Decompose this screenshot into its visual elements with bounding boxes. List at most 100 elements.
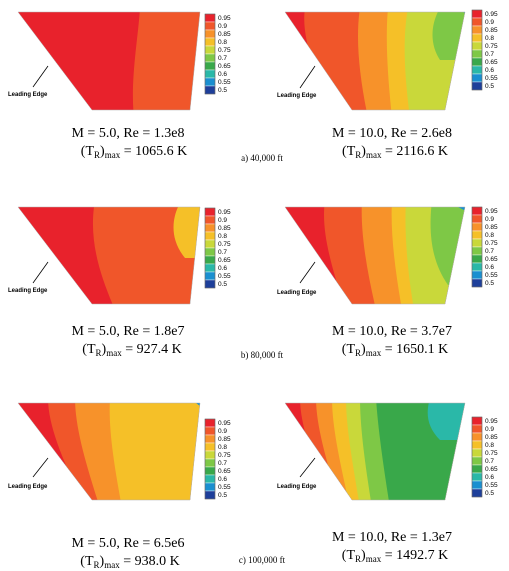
colorbar-swatch [204, 442, 216, 452]
colorbar-swatch [471, 206, 483, 216]
leading-edge-label: Leading Edge [8, 92, 48, 98]
colorbar-swatch [204, 85, 216, 95]
colorbar-swatch [471, 472, 483, 482]
colorbar-legend: 0.950.90.850.80.750.70.650.60.550.5 [471, 416, 498, 498]
leading-edge-label: Leading Edge [277, 290, 317, 296]
colorbar-swatch [471, 57, 483, 67]
colorbar-swatch [204, 490, 216, 500]
colorbar-tick-label: 0.9 [485, 426, 494, 433]
colorbar-frame [204, 418, 216, 500]
colorbar-swatch [471, 214, 483, 224]
colorbar-swatch [204, 21, 216, 31]
colorbar-tick-label: 0.55 [218, 484, 231, 491]
colorbar-tick-label: 0.95 [218, 420, 231, 427]
colorbar-swatch [204, 45, 216, 55]
colorbar-tick-label: 0.5 [485, 490, 494, 497]
colorbar-legend: 0.950.90.850.80.750.70.650.60.550.5 [204, 13, 231, 95]
colorbar-tick-label: 0.85 [218, 436, 231, 443]
colorbar-tick-label: 0.95 [485, 11, 498, 18]
colorbar-swatch [471, 238, 483, 248]
colorbar-frame [471, 206, 483, 288]
colorbar-swatch [471, 424, 483, 434]
colorbar-swatch [204, 279, 216, 289]
colorbar-frame [471, 9, 483, 91]
colorbar-tick-label: 0.6 [485, 67, 494, 74]
colorbar-swatch [204, 474, 216, 484]
panel-caption-m5-40k: M = 5.0, Re = 1.3e8 [71, 126, 184, 141]
panel-tmax-m10-80k: (TR)max = 1650.1 K [342, 342, 448, 358]
contour-plot-m5-100k [17, 402, 201, 501]
colorbar-tick-label: 0.7 [218, 460, 227, 467]
colorbar-tick-label: 0.75 [485, 43, 498, 50]
colorbar-swatch [204, 53, 216, 63]
colorbar-swatch [471, 73, 483, 83]
colorbar-swatch [204, 207, 216, 217]
colorbar-frame [204, 207, 216, 289]
colorbar-tick-label: 0.9 [218, 428, 227, 435]
colorbar-swatch [204, 450, 216, 460]
colorbar-tick-label: 0.55 [485, 482, 498, 489]
colorbar-swatch [204, 255, 216, 265]
contour-plot-m10-40k [284, 11, 466, 111]
colorbar-swatch [471, 456, 483, 466]
colorbar-tick-label: 0.55 [218, 79, 231, 86]
colorbar-tick-label: 0.85 [485, 224, 498, 231]
colorbar-swatch [471, 464, 483, 474]
colorbar-legend: 0.950.90.850.80.750.70.650.60.550.5 [204, 418, 231, 500]
colorbar-swatch [471, 230, 483, 240]
colorbar-swatch [204, 418, 216, 428]
colorbar-legend: 0.950.90.850.80.750.70.650.60.550.5 [471, 9, 498, 91]
colorbar-swatch [471, 222, 483, 232]
colorbar-tick-label: 0.85 [218, 225, 231, 232]
row-caption-a: a) 40,000 ft [241, 153, 283, 163]
colorbar-tick-label: 0.8 [485, 35, 494, 42]
colorbar-group: 0.950.90.850.80.750.70.650.60.550.50.950… [204, 9, 498, 500]
colorbar-swatch [204, 231, 216, 241]
colorbar-swatch [471, 262, 483, 272]
colorbar-tick-label: 0.75 [485, 240, 498, 247]
colorbar-swatch [204, 29, 216, 39]
colorbar-swatch [471, 17, 483, 27]
colorbar-swatch [471, 448, 483, 458]
panel-caption-m10-40k: M = 10.0, Re = 2.6e8 [332, 126, 452, 141]
panel-caption-m5-80k: M = 5.0, Re = 1.8e7 [71, 324, 184, 339]
colorbar-tick-label: 0.6 [218, 476, 227, 483]
colorbar-tick-label: 0.8 [218, 39, 227, 46]
colorbar-swatch [204, 215, 216, 225]
panel-caption-m5-100k: M = 5.0, Re = 6.5e6 [71, 536, 184, 551]
colorbar-tick-label: 0.6 [218, 265, 227, 272]
colorbar-swatch [204, 247, 216, 257]
colorbar-tick-label: 0.85 [218, 31, 231, 38]
colorbar-legend: 0.950.90.850.80.750.70.650.60.550.5 [471, 206, 498, 288]
colorbar-tick-label: 0.7 [485, 248, 494, 255]
colorbar-tick-label: 0.8 [218, 444, 227, 451]
colorbar-swatch [471, 25, 483, 35]
colorbar-tick-label: 0.85 [485, 434, 498, 441]
colorbar-tick-label: 0.6 [485, 474, 494, 481]
colorbar-tick-label: 0.75 [218, 452, 231, 459]
contour-plot-m10-80k [284, 206, 466, 305]
colorbar-swatch [204, 426, 216, 436]
leading-edge-pointer-b: Leading Edge [277, 65, 317, 99]
colorbar-tick-label: 0.75 [485, 450, 498, 457]
colorbar-swatch [204, 482, 216, 492]
leading-edge-pointer-a: Leading Edge [8, 65, 49, 98]
colorbar-swatch [471, 480, 483, 490]
colorbar-tick-label: 0.8 [218, 233, 227, 240]
colorbar-tick-label: 0.6 [485, 264, 494, 271]
colorbar-swatch [204, 466, 216, 476]
colorbar-swatch [471, 33, 483, 43]
contour-plot-m5-40k [17, 11, 201, 111]
colorbar-tick-label: 0.6 [218, 71, 227, 78]
panel-tmax-m5-40k: (TR)max = 1065.6 K [81, 144, 187, 160]
colorbar-tick-label: 0.65 [485, 466, 498, 473]
colorbar-swatch [204, 77, 216, 87]
colorbar-tick-label: 0.9 [218, 217, 227, 224]
colorbar-swatch [471, 49, 483, 59]
colorbar-tick-label: 0.5 [218, 492, 227, 499]
colorbar-tick-label: 0.55 [485, 272, 498, 279]
leading-edge-label: Leading Edge [277, 484, 317, 490]
colorbar-tick-label: 0.95 [218, 15, 231, 22]
colorbar-tick-label: 0.65 [218, 468, 231, 475]
